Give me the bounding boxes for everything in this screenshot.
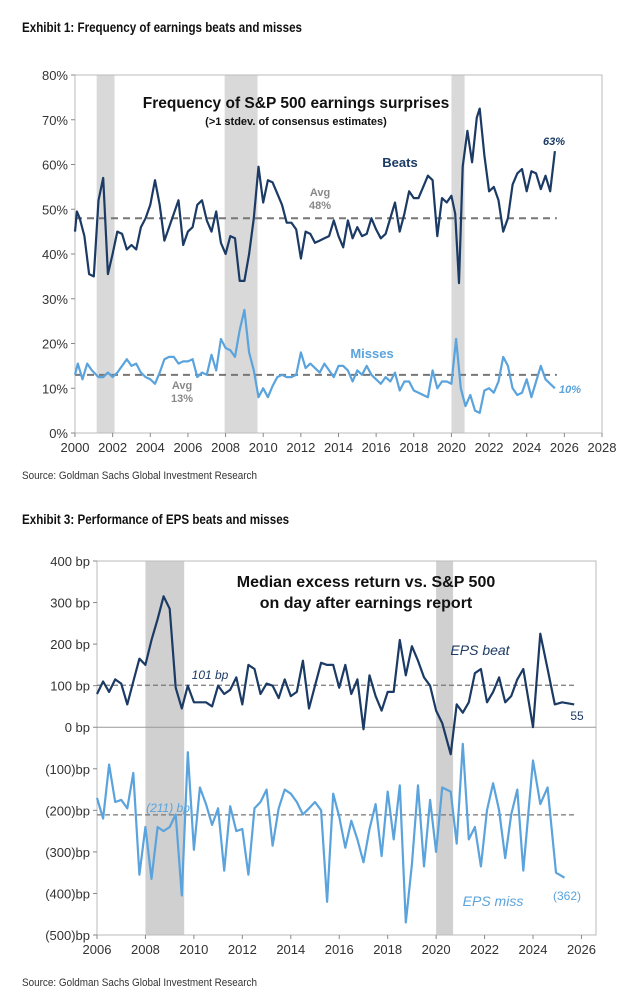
y-tick-label: 300 bp xyxy=(50,596,90,611)
recession-band xyxy=(436,561,454,935)
x-tick-label: 2014 xyxy=(276,942,305,957)
legend-eps-miss: EPS miss xyxy=(463,893,524,909)
chart-1-title: Frequency of S&P 500 earnings surprises xyxy=(143,95,449,112)
y-tick-label: (200)bp xyxy=(45,803,90,818)
series-line-eps-miss xyxy=(95,742,566,924)
y-tick-label: 10% xyxy=(42,381,68,396)
x-tick-label: 2004 xyxy=(136,440,165,455)
y-tick-label: 70% xyxy=(42,113,68,128)
end-label-misses: 10% xyxy=(559,384,581,396)
chart-1-subtitle: (>1 stdev. of consensus estimates) xyxy=(205,116,387,128)
x-tick-label: 2018 xyxy=(373,942,402,957)
avg-label-misses: Avg xyxy=(172,380,192,392)
exhibit-1-title: Exhibit 1: Frequency of earnings beats a… xyxy=(22,20,303,35)
y-tick-label: 40% xyxy=(42,247,68,262)
x-tick-label: 2008 xyxy=(131,942,160,957)
y-tick-label: 0 bp xyxy=(65,720,90,735)
chart-2: 2006 2008 2010 2012 2014 2016 2018 2020 2022 2024… xyxy=(45,554,597,957)
x-tick-label: 2020 xyxy=(437,440,466,455)
x-tick-label: 2006 xyxy=(83,942,112,957)
x-tick-label: 2026 xyxy=(567,942,596,957)
y-tick-label: 30% xyxy=(42,292,68,307)
chart-1: 2000 2002 2004 2006 2008 2010 2012 2014 2016 2018… xyxy=(42,68,616,455)
end-label-eps-beat: 55 xyxy=(570,709,584,723)
avg-label-eps-miss: (211) bp xyxy=(146,801,190,815)
x-tick-label: 2022 xyxy=(475,440,504,455)
x-tick-label: 2020 xyxy=(422,942,451,957)
exhibit-1-source: Source: Goldman Sachs Global Investment … xyxy=(22,470,257,482)
plot-frame xyxy=(96,560,597,936)
exhibit-3-source: Source: Goldman Sachs Global Investment … xyxy=(22,977,257,989)
recession-band xyxy=(96,75,115,433)
avg-label-beats: Avg xyxy=(310,187,330,199)
y-tick-label: 100 bp xyxy=(50,679,90,694)
x-tick-label: 2024 xyxy=(512,440,541,455)
y-tick-label: 50% xyxy=(42,202,68,217)
y-tick-label: 0% xyxy=(49,426,68,441)
x-tick-label: 2024 xyxy=(519,942,548,957)
x-tick-label: 2012 xyxy=(286,440,315,455)
y-tick-label: 80% xyxy=(42,68,68,83)
y-tick-label: 400 bp xyxy=(50,554,90,569)
avg-value-misses: 13% xyxy=(171,393,193,405)
x-tick-label: 2002 xyxy=(98,440,127,455)
chart-2-subtitle: on day after earnings report xyxy=(260,595,473,612)
y-tick-label: 60% xyxy=(42,158,68,173)
plot-frame xyxy=(74,74,603,434)
x-tick-label: 2016 xyxy=(325,942,354,957)
series-line-eps-beat xyxy=(96,595,575,756)
exhibit-3-title: Exhibit 3: Performance of EPS beats and … xyxy=(22,512,290,527)
x-tick-label: 2000 xyxy=(61,440,90,455)
x-tick-label: 2016 xyxy=(362,440,391,455)
x-tick-label: 2010 xyxy=(249,440,278,455)
legend-eps-beat: EPS beat xyxy=(450,642,510,658)
x-tick-label: 2012 xyxy=(228,942,257,957)
legend-misses: Misses xyxy=(350,346,393,361)
chart-2-title: Median excess return vs. S&P 500 xyxy=(237,574,496,591)
end-label-beats: 63% xyxy=(543,136,565,148)
x-tick-label: 2006 xyxy=(173,440,202,455)
x-tick-label: 2018 xyxy=(399,440,428,455)
avg-label-eps-beat: 101 bp xyxy=(192,668,229,682)
y-tick-label: (400)bp xyxy=(45,886,90,901)
end-label-eps-miss: (362) xyxy=(553,889,581,903)
x-tick-label: 2022 xyxy=(470,942,499,957)
x-tick-label: 2014 xyxy=(324,440,353,455)
x-tick-label: 2028 xyxy=(588,440,617,455)
y-tick-label: 20% xyxy=(42,337,68,352)
y-tick-label: (100)bp xyxy=(45,762,90,777)
recession-band xyxy=(224,75,258,433)
series-line-misses xyxy=(73,308,556,414)
y-tick-label: (500)bp xyxy=(45,928,90,943)
x-tick-label: 2010 xyxy=(179,942,208,957)
y-tick-label: (300)bp xyxy=(45,845,90,860)
y-tick-label: 200 bp xyxy=(50,637,90,652)
legend-beats: Beats xyxy=(382,155,417,170)
x-tick-label: 2008 xyxy=(211,440,240,455)
avg-value-beats: 48% xyxy=(309,200,331,212)
x-tick-label: 2026 xyxy=(550,440,579,455)
series-line-beats xyxy=(73,107,556,285)
